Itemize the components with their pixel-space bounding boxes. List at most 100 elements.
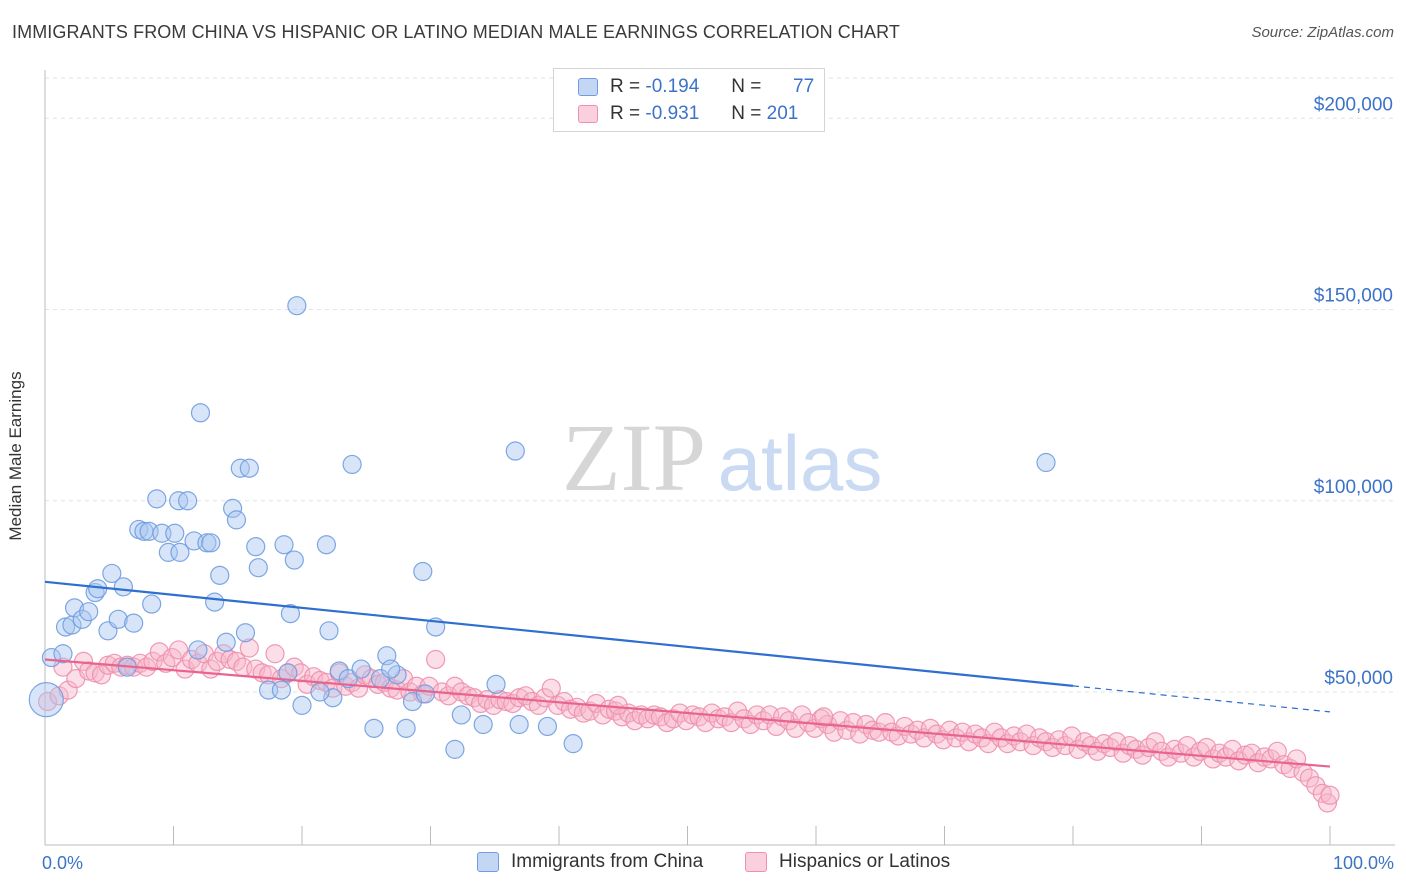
china-point — [79, 602, 99, 622]
r-label: R = — [610, 76, 641, 97]
china-point — [113, 577, 133, 597]
hispanic-point — [37, 691, 58, 712]
y-tick-label: $100,000 — [1314, 477, 1393, 498]
grid-lines — [45, 77, 1395, 693]
china-point — [292, 695, 312, 715]
china-point — [473, 714, 493, 735]
china-point — [216, 632, 236, 652]
china-trend-extension — [1072, 685, 1331, 713]
r-value: -0.194 — [645, 76, 700, 97]
china-point — [188, 640, 208, 660]
china-point — [274, 535, 294, 555]
hispanic-point — [91, 665, 112, 685]
watermark: ZIP atlas — [562, 404, 882, 511]
china-point — [72, 609, 92, 629]
hispanic-point — [1107, 732, 1127, 752]
china-point — [1036, 452, 1056, 473]
r-value: -0.931 — [645, 103, 700, 124]
china-point — [342, 454, 362, 475]
china-point — [278, 663, 298, 683]
n-label: N = — [731, 76, 762, 97]
n-value: 77 — [793, 76, 815, 97]
china-point — [537, 716, 558, 737]
china-point — [284, 550, 304, 570]
china-point — [451, 705, 471, 725]
hispanic-swatch — [578, 105, 598, 123]
china-point — [210, 565, 230, 585]
y-tick-label: $200,000 — [1314, 94, 1393, 115]
china-point — [338, 669, 358, 689]
china-point — [235, 623, 256, 643]
china-point — [413, 561, 433, 582]
hispanic-point — [265, 644, 285, 664]
china-trend-line — [44, 580, 1074, 687]
china-point — [201, 533, 221, 553]
china-point — [509, 714, 529, 735]
china-point — [190, 403, 211, 423]
y-tick-label: $50,000 — [1324, 668, 1393, 689]
hispanic-point — [162, 647, 182, 668]
hispanic-point — [1320, 785, 1340, 805]
hispanic-point — [875, 712, 895, 733]
hispanic-point — [1312, 783, 1332, 803]
china-point — [41, 647, 62, 668]
hispanic-point — [239, 638, 259, 658]
china-point — [53, 644, 73, 664]
china-point — [165, 523, 185, 543]
watermark-atlas: atlas — [718, 419, 883, 507]
trend-lines — [44, 580, 1331, 768]
china-point — [226, 510, 247, 530]
legend-item-hispanic[interactable]: Hispanics or Latinos — [745, 851, 950, 873]
china-legend-swatch — [477, 852, 499, 872]
hispanic-point — [1242, 743, 1262, 763]
china-point — [239, 458, 259, 478]
y-tick-label: $150,000 — [1314, 286, 1393, 307]
china-point — [271, 680, 292, 700]
china-point — [319, 621, 339, 641]
hispanic-point — [1306, 776, 1326, 796]
china-point — [246, 537, 266, 557]
hispanic-point — [1317, 793, 1338, 813]
stats-row-china: R = -0.194 N = 77 — [578, 75, 814, 99]
x-tick-max: 100.0% — [1332, 853, 1394, 873]
hispanic-point — [580, 701, 600, 721]
n-value: 201 — [766, 103, 799, 124]
hispanic-point — [850, 724, 870, 744]
data-points — [28, 296, 1340, 813]
stats-legend: R = -0.194 N = 77 R = -0.931 N = 201 — [553, 68, 825, 132]
china-point — [142, 594, 162, 614]
source-label: Source: ZipAtlas.com — [1251, 24, 1394, 41]
hispanic-point — [438, 686, 459, 706]
china-point — [158, 542, 178, 562]
china-point — [28, 682, 64, 718]
stats-row-hispanic: R = -0.931 N = 201 — [578, 102, 798, 126]
china-point — [64, 598, 85, 618]
china-point — [505, 441, 525, 461]
china-point — [364, 718, 384, 738]
china-point — [102, 563, 122, 584]
china-point — [287, 296, 307, 316]
china-point — [248, 558, 268, 578]
legend-item-china[interactable]: Immigrants from China — [477, 851, 703, 873]
hispanic-point — [814, 707, 834, 727]
china-point — [178, 491, 198, 511]
hispanic-point — [541, 678, 561, 698]
hispanic-legend-swatch — [745, 852, 767, 872]
legend-label-china: Immigrants from China — [511, 851, 704, 872]
china-point — [396, 718, 416, 738]
china-point — [351, 659, 371, 679]
china-point — [170, 542, 190, 562]
hispanic-trend-line — [44, 658, 1331, 768]
china-point — [223, 498, 243, 518]
axes — [44, 70, 1395, 846]
y-axis-label: Median Male Earnings — [6, 371, 25, 541]
hispanic-point — [58, 680, 78, 700]
china-point — [381, 659, 401, 679]
hispanic-point — [169, 640, 189, 660]
series-china-points — [28, 296, 1056, 759]
china-point — [415, 684, 435, 704]
hispanic-point — [1145, 732, 1165, 752]
china-point — [280, 603, 301, 624]
chart-title: IMMIGRANTS FROM CHINA VS HISPANIC OR LAT… — [12, 22, 900, 42]
